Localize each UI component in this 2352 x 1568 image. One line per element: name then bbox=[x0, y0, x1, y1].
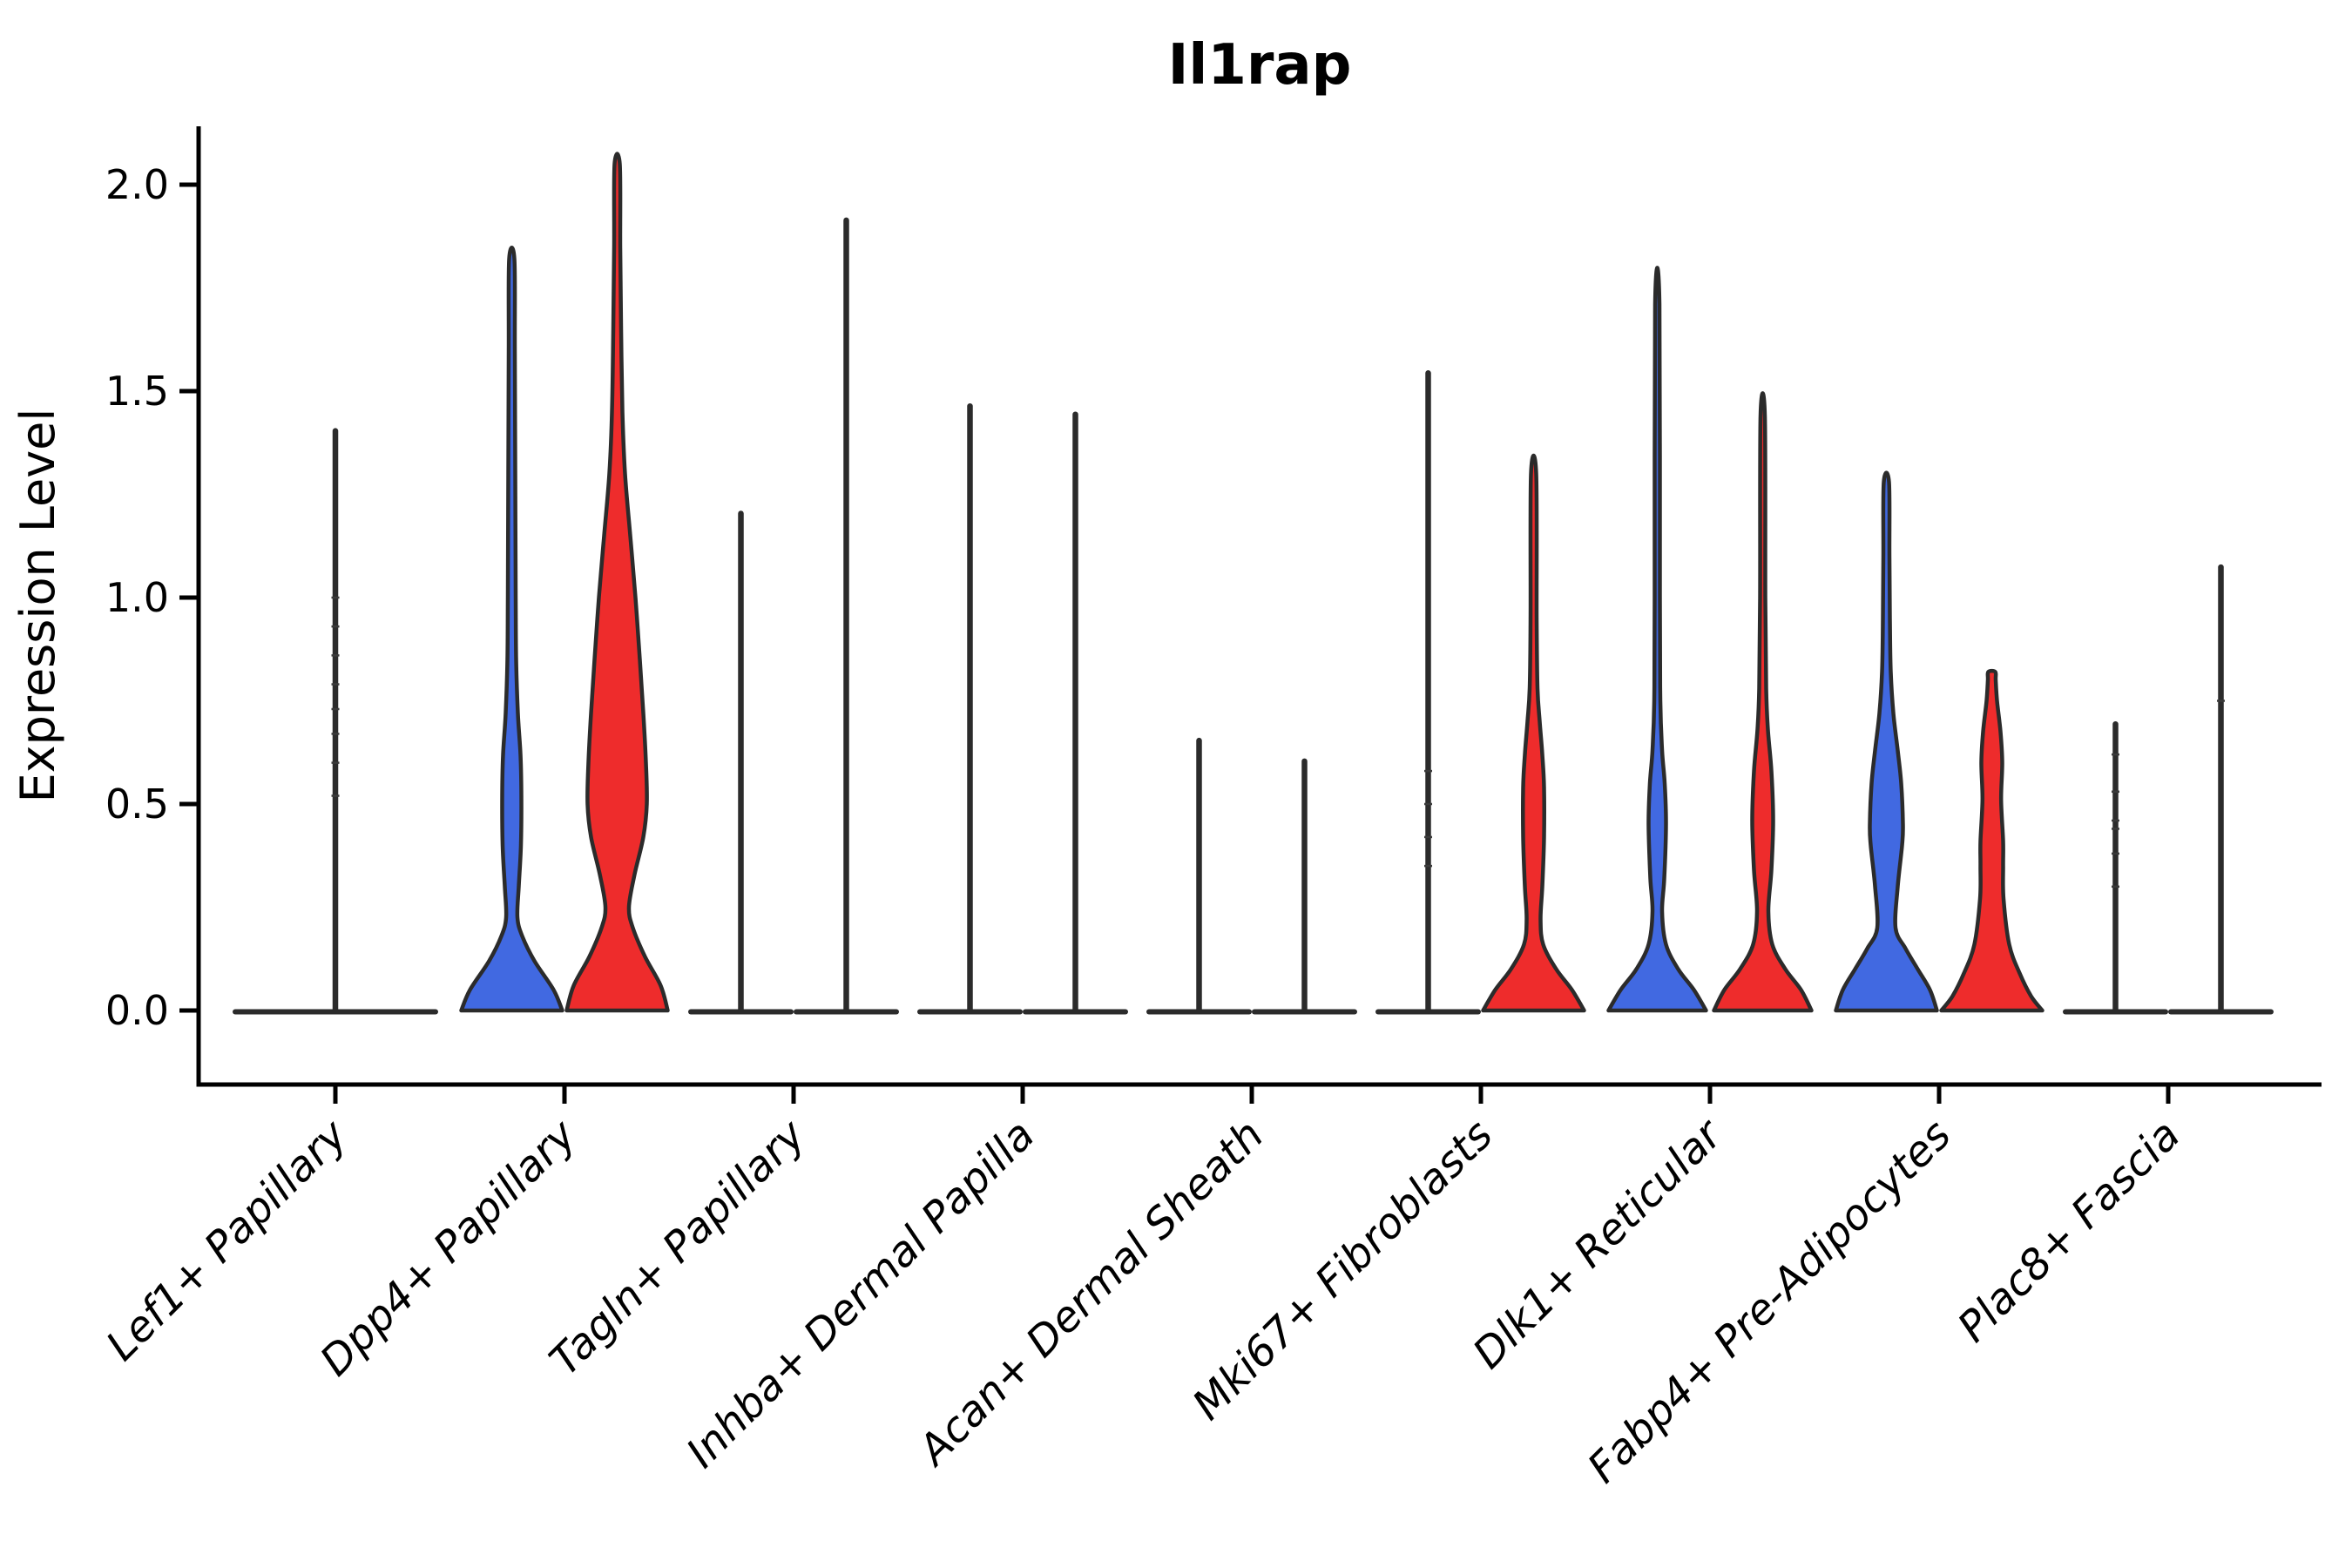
violin-5-right bbox=[1481, 453, 1586, 1013]
violin-6-right bbox=[1712, 391, 1814, 1013]
violin-7-left bbox=[1834, 470, 1939, 1013]
violin-1-right bbox=[564, 152, 670, 1013]
violin-1-left bbox=[459, 246, 564, 1013]
y-tick-label: 0.0 bbox=[105, 987, 169, 1034]
y-axis-label: Expression Level bbox=[10, 409, 65, 803]
chart-title: Il1rap bbox=[1168, 33, 1352, 98]
violin-7-right bbox=[1939, 668, 2044, 1013]
y-tick-label: 1.5 bbox=[105, 368, 169, 415]
violins-layer bbox=[233, 152, 2274, 1015]
y-tick-label: 2.0 bbox=[105, 161, 169, 208]
violin-6-left bbox=[1606, 266, 1708, 1013]
y-tick-label: 1.0 bbox=[105, 574, 169, 621]
y-tick-label: 0.5 bbox=[105, 781, 169, 828]
